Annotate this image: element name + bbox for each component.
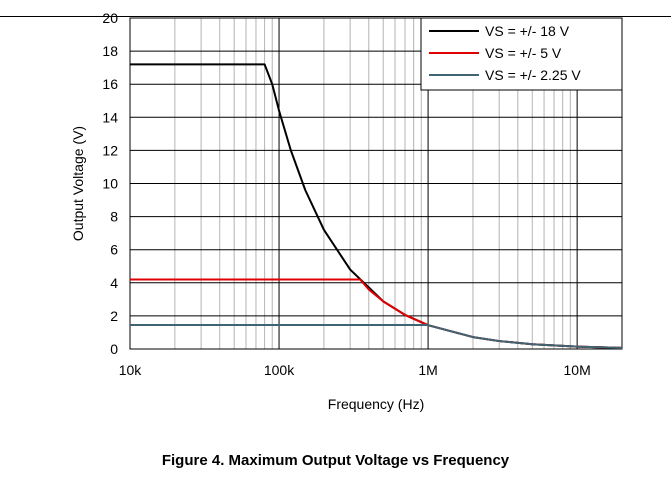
legend-label: VS = +/- 5 V [485,45,562,61]
x-tick-label: 10k [119,362,143,378]
figure-caption: Figure 4. Maximum Output Voltage vs Freq… [161,452,510,469]
series-line [130,63,623,349]
y-tick-label: 10 [102,176,118,192]
y-tick-label: 14 [102,109,118,125]
top-rule [0,16,671,17]
series-layer [130,63,623,349]
plot-frame [129,17,623,350]
x-axis-label: Frequency (Hz) [328,396,424,412]
x-tick-label: 10M [564,362,591,378]
major-grid [130,18,622,349]
y-tick-label: 12 [102,142,118,158]
legend-label: VS = +/- 2.25 V [485,67,581,83]
series-line [130,324,623,349]
series-line [130,278,623,349]
legend-label: VS = +/- 18 V [485,23,570,39]
y-tick-label: 18 [102,43,118,59]
chart: 10k 100k 1M 10M 0 2 4 6 8 10 12 14 16 18 20 Frequency … [70,10,623,412]
x-tick-label: 100k [264,362,295,378]
y-tick-label: 2 [110,308,118,324]
legend: VS = +/- 18 V VS = +/- 5 V VS = +/- 2.25 V [420,17,623,91]
y-tick-label: 4 [110,275,118,291]
y-tick-label: 20 [102,10,118,26]
x-tick-label: 1M [418,362,437,378]
y-tick-label: 0 [110,341,118,357]
tick-labels: 10k 100k 1M 10M 0 2 4 6 8 10 12 14 16 18 20 [102,10,590,378]
y-tick-label: 6 [110,242,118,258]
y-axis-label: Output Voltage (V) [70,126,86,241]
y-tick-label: 8 [110,209,118,225]
y-tick-label: 16 [102,76,118,92]
